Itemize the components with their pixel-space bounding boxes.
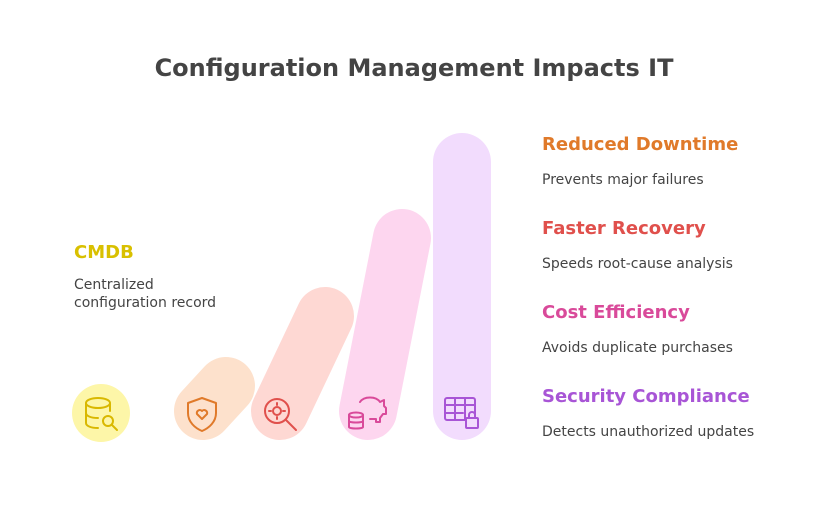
shield-icon [187, 397, 217, 432]
impact-title: Cost Efficiency [542, 302, 690, 323]
impact-title: Reduced Downtime [542, 134, 739, 155]
impact-description: Prevents major failures [542, 172, 704, 188]
bar-3 [339, 209, 431, 440]
impact-description: Avoids duplicate purchases [542, 340, 733, 356]
bar-1 [174, 357, 255, 440]
title: Configuration Management Impacts IT [154, 54, 674, 82]
impact-description: Detects unauthorized updates [542, 424, 755, 440]
database-icon [85, 397, 118, 431]
cmdb-title: CMDB [74, 242, 134, 263]
impact-description: Speeds root-cause analysis [542, 256, 733, 272]
cmdb-circle [72, 384, 130, 442]
bar-2 [251, 287, 354, 440]
gear-search-icon [264, 398, 297, 431]
cmdb-description: Centralized configuration record [74, 277, 217, 311]
table-lock-icon [444, 397, 479, 429]
piggy-bank-icon [348, 396, 387, 430]
impact-title: Faster Recovery [542, 218, 706, 239]
impact-title: Security Compliance [542, 386, 750, 407]
